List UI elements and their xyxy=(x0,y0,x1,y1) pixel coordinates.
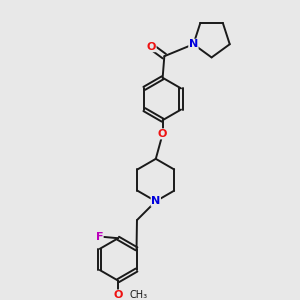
Text: O: O xyxy=(147,42,156,52)
Text: F: F xyxy=(96,232,103,242)
Text: CH₃: CH₃ xyxy=(129,290,147,300)
Text: N: N xyxy=(151,196,160,206)
Text: O: O xyxy=(113,290,123,300)
Text: O: O xyxy=(158,129,167,139)
Text: N: N xyxy=(189,39,198,49)
